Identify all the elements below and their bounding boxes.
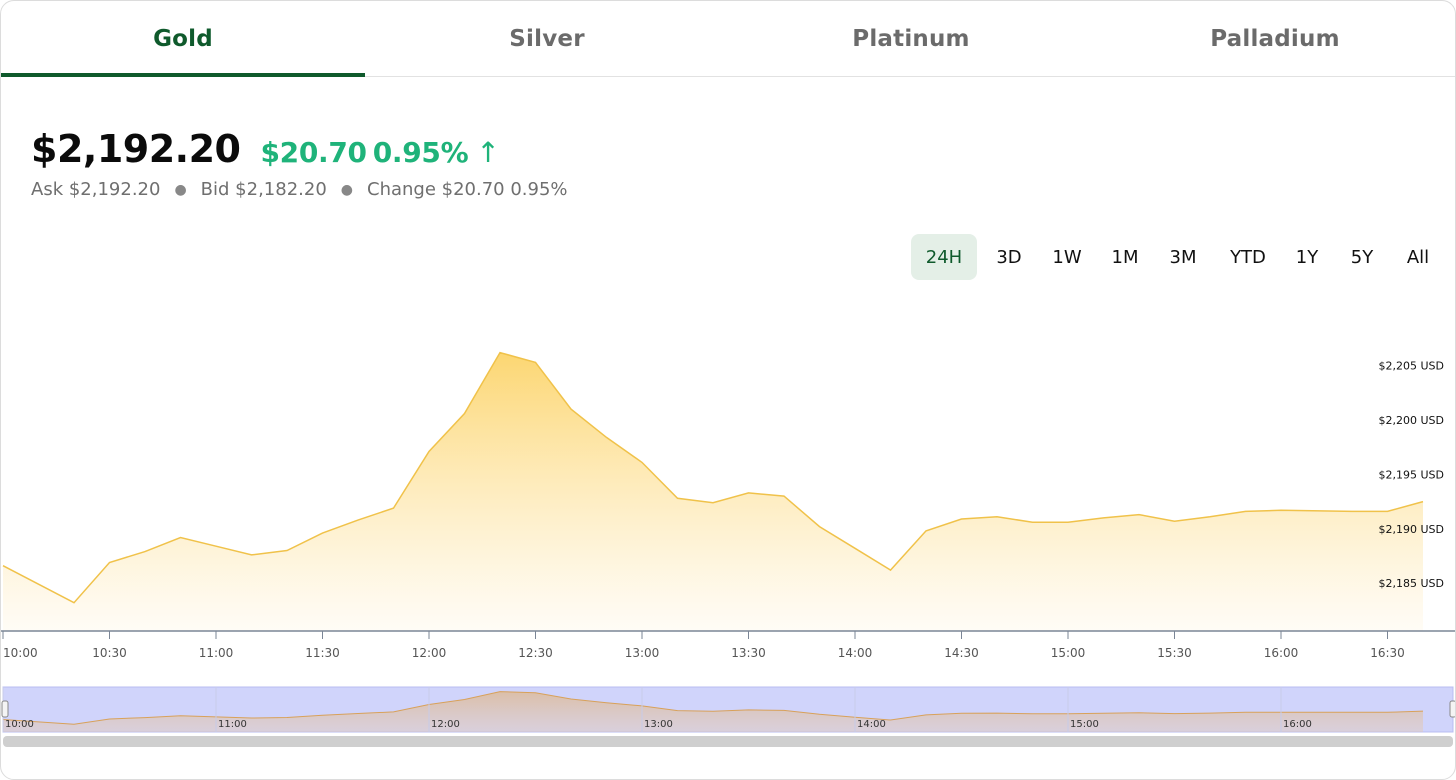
tab-gold[interactable]: Gold bbox=[153, 26, 213, 52]
navigator-tick-label: 14:00 bbox=[857, 719, 886, 730]
x-axis-tick-label: 13:00 bbox=[625, 646, 660, 660]
x-axis-tick-label: 15:00 bbox=[1051, 646, 1086, 660]
x-axis-tick-label: 14:00 bbox=[838, 646, 873, 660]
x-axis-tick-label: 16:00 bbox=[1264, 646, 1299, 660]
y-axis-tick-label: $2,205 USD bbox=[1379, 360, 1445, 373]
active-tab-indicator bbox=[1, 73, 365, 77]
x-axis-tick-label: 15:30 bbox=[1157, 646, 1192, 660]
navigator-tick-label: 12:00 bbox=[431, 719, 460, 730]
x-axis-tick-label: 13:30 bbox=[731, 646, 766, 660]
price-line bbox=[2, 351, 1424, 604]
navigator-left-handle[interactable] bbox=[1, 700, 9, 718]
navigator-tick-label: 15:00 bbox=[1070, 719, 1099, 730]
tab-platinum[interactable]: Platinum bbox=[852, 26, 970, 52]
range-1y-button[interactable]: 1Y bbox=[1295, 246, 1319, 268]
x-axis-tick-label: 12:30 bbox=[518, 646, 553, 660]
tab-palladium[interactable]: Palladium bbox=[1210, 26, 1340, 52]
price-summary: $2,192.20 $20.70 0.95% ↑ bbox=[31, 127, 500, 177]
x-axis-tick-label: 14:30 bbox=[944, 646, 979, 660]
ask-price: Ask $2,192.20 bbox=[31, 179, 161, 200]
navigator-right-handle[interactable] bbox=[1449, 700, 1456, 718]
y-axis-tick-label: $2,200 USD bbox=[1379, 414, 1445, 427]
y-axis-tick-label: $2,190 USD bbox=[1379, 523, 1445, 536]
quote-details: Ask $2,192.20 ● Bid $2,182.20 ● Change $… bbox=[31, 179, 568, 200]
separator-dot-icon: ● bbox=[174, 181, 187, 198]
x-axis-tick-label: 12:00 bbox=[412, 646, 447, 660]
x-axis-tick-label: 10:30 bbox=[92, 646, 127, 660]
tab-silver[interactable]: Silver bbox=[509, 26, 585, 52]
navigator-tick-label: 10:00 bbox=[5, 719, 34, 730]
range-3d-button[interactable]: 3D bbox=[996, 246, 1022, 268]
change-summary: Change $20.70 0.95% bbox=[367, 179, 568, 200]
navigator-line bbox=[2, 691, 1424, 725]
navigator-tick-label: 13:00 bbox=[644, 719, 673, 730]
price-change: $20.70 bbox=[260, 136, 367, 169]
y-axis-tick-label: $2,195 USD bbox=[1379, 468, 1445, 481]
navigator-scrollbar[interactable] bbox=[3, 736, 1453, 747]
range-3m-button[interactable]: 3M bbox=[1169, 246, 1197, 268]
navigator-tick-label: 11:00 bbox=[218, 719, 247, 730]
range-5y-button[interactable]: 5Y bbox=[1350, 246, 1374, 268]
price-change-percent: 0.95% bbox=[372, 136, 469, 169]
metal-tabs: Gold Silver Platinum Palladium bbox=[1, 1, 1455, 77]
x-axis-tick-label: 11:00 bbox=[199, 646, 234, 660]
price-area-fill bbox=[3, 352, 1423, 631]
navigator-tick-label: 16:00 bbox=[1283, 719, 1312, 730]
range-ytd-button[interactable]: YTD bbox=[1230, 246, 1266, 268]
range-24h-button[interactable]: 24H bbox=[911, 234, 977, 280]
x-axis-tick-label: 16:30 bbox=[1370, 646, 1405, 660]
x-axis-tick-label: 11:30 bbox=[305, 646, 340, 660]
range-all-button[interactable]: All bbox=[1406, 246, 1430, 268]
bid-price: Bid $2,182.20 bbox=[200, 179, 327, 200]
range-1m-button[interactable]: 1M bbox=[1111, 246, 1139, 268]
y-axis-tick-label: $2,185 USD bbox=[1379, 577, 1445, 590]
current-price: $2,192.20 bbox=[31, 127, 241, 171]
x-axis-tick-label: 10:00 bbox=[3, 646, 38, 660]
separator-dot-icon: ● bbox=[340, 181, 353, 198]
range-1w-button[interactable]: 1W bbox=[1052, 246, 1082, 268]
arrow-up-icon: ↑ bbox=[476, 136, 500, 169]
